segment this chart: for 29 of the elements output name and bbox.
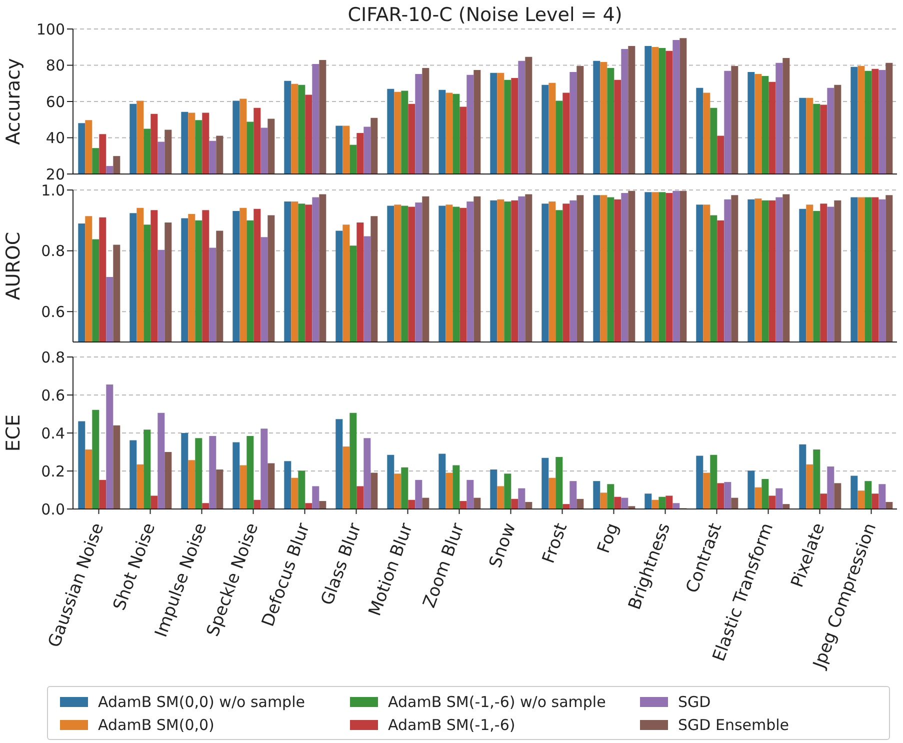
y-tick-label: 60: [46, 92, 65, 111]
legend-label: AdamB SM(-1,-6) w/o sample: [388, 692, 606, 710]
y-tick-label: 0.6: [41, 386, 65, 404]
y-tick-label: 0.0: [41, 500, 65, 518]
y-tick-label: 0.2: [41, 462, 65, 480]
y-tick-label: 40: [46, 129, 65, 148]
chart-title: CIFAR-10-C (Noise Level = 4): [346, 4, 624, 26]
legend-label: SGD: [678, 692, 711, 710]
y-tick-label: 0.8: [41, 348, 65, 366]
x-tick-label: Fog: [594, 520, 624, 556]
y-tick-label: 100: [36, 20, 65, 38]
legend-label: AdamB SM(-1,-6): [388, 716, 516, 734]
y-tick-label: 0.6: [41, 302, 65, 321]
y-tick-label: 0.8: [41, 242, 65, 260]
legend-label: AdamB SM(0,0) w/o sample: [98, 692, 305, 710]
y-tick-label: 0.4: [41, 424, 65, 442]
x-tick-label: Snow: [486, 520, 520, 571]
y-axis-title: Accuracy: [2, 58, 25, 145]
x-tick-label: Frost: [538, 520, 572, 566]
x-tick-label: Shot Noise: [110, 520, 160, 614]
y-tick-label: 80: [46, 56, 65, 75]
x-tick-label: Glass Blur: [318, 520, 366, 608]
y-axis-title: AUROC: [2, 232, 25, 300]
legend-label: AdamB SM(0,0): [98, 716, 214, 734]
y-axis-title: ECE: [2, 414, 25, 452]
y-tick-label: 1.0: [41, 181, 65, 200]
legend-label: SGD Ensemble: [678, 716, 790, 734]
x-tick-label: Zoom Blur: [420, 520, 469, 611]
y-tick-label: 20: [46, 165, 65, 184]
